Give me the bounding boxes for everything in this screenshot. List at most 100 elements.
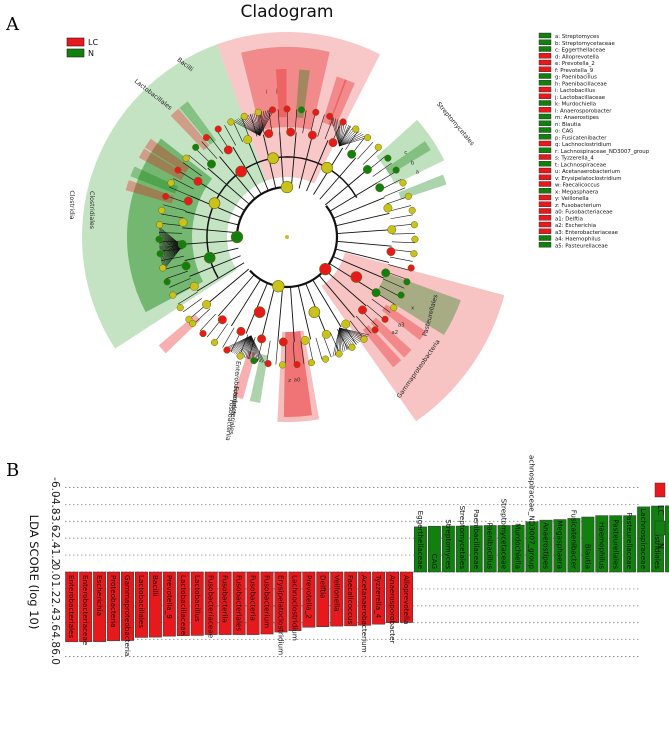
key-swatch — [539, 182, 551, 187]
genus-node — [329, 138, 337, 146]
genus-node — [384, 204, 392, 212]
bar-label: CAG — [430, 554, 439, 569]
genus-node — [308, 131, 316, 139]
legend-label-lc: LC — [656, 505, 665, 515]
bar-label: Bacilli — [151, 575, 160, 596]
genus-node — [224, 146, 232, 154]
leaf-node — [412, 236, 419, 243]
class-node — [273, 280, 285, 292]
tree-branch — [358, 142, 373, 159]
genus-node — [279, 338, 287, 346]
leaf-node — [175, 167, 182, 174]
leaf-node — [308, 359, 315, 366]
tree-branch — [330, 183, 377, 211]
key-swatch — [539, 101, 551, 106]
genus-node — [265, 129, 273, 137]
genus-node — [376, 184, 384, 192]
genus-node — [342, 320, 350, 328]
tree-branch — [337, 241, 392, 246]
panel-b-label: B — [6, 460, 19, 481]
key-entry-f: f: Prevotella_9 — [555, 68, 594, 74]
bar-label: Lachnospiraceae — [639, 508, 648, 569]
bar-label: Prevotella_2 — [304, 575, 313, 619]
clade-code-label: z — [288, 378, 291, 384]
leaf-node — [336, 351, 343, 358]
order-node — [322, 162, 333, 173]
bar-label: Paenibacillaceae — [472, 509, 481, 569]
order-node — [268, 153, 279, 164]
tree-branch — [231, 279, 260, 326]
genus-node — [372, 288, 380, 296]
key-swatch — [539, 209, 551, 214]
key-swatch — [539, 94, 551, 99]
leaf-node — [265, 360, 272, 367]
bar-label: Pasteurellaceae — [625, 512, 634, 569]
bar-label: Streptomycetales — [458, 506, 467, 570]
clade-code-label: c — [404, 150, 407, 156]
y-tick-label: 4.8 — [49, 631, 61, 648]
bar-label: Fusobacterium — [263, 575, 272, 628]
genus-node — [322, 330, 330, 338]
genus-node — [363, 165, 371, 173]
clade-code-label: a0 — [294, 378, 301, 384]
leaf-node — [158, 207, 165, 214]
bar-label: Escherichia — [95, 575, 104, 616]
bar-label: Faecalicoccus — [346, 575, 355, 624]
leaf-node — [192, 144, 199, 151]
leaf-node — [170, 292, 177, 299]
genus-node — [202, 300, 210, 308]
order-node — [309, 307, 320, 318]
leaf-node — [322, 356, 329, 363]
bar-label: Pasteurellales — [611, 519, 620, 569]
key-swatch — [539, 107, 551, 112]
bar-label: Murdochiella — [514, 523, 523, 569]
tree-branch — [390, 215, 413, 219]
genus-node — [301, 336, 309, 344]
tree-branch — [276, 342, 278, 365]
key-entry-a2: a2: Escherichia — [555, 223, 596, 229]
genus-node — [178, 240, 186, 248]
tree-branch — [392, 242, 415, 243]
order-node — [209, 198, 220, 209]
clade-label-streptomycetales: Streptomycetales — [435, 101, 475, 147]
tree-branch — [390, 257, 413, 261]
bar-label: Prevotella_9 — [165, 575, 174, 619]
legend-label-n: N — [656, 543, 665, 549]
leaf-node — [269, 107, 276, 114]
key-swatch — [539, 134, 551, 139]
key-entry-a: a: Streptomyces — [555, 34, 599, 40]
leaf-node — [408, 265, 415, 272]
genus-node — [286, 128, 294, 136]
key-entry-a0: a0: Fusobacteriaceae — [555, 210, 613, 216]
tree-branch — [267, 341, 271, 364]
bar-label: Fusobacteriales — [235, 575, 244, 631]
panel-a-label: A — [6, 14, 19, 35]
legend-swatch-n — [67, 49, 84, 57]
bar-label: Lachnoclostridium — [290, 575, 299, 641]
genus-node — [207, 160, 215, 168]
genus-node — [194, 177, 202, 185]
leaf-node — [189, 320, 196, 327]
key-swatch — [539, 141, 551, 146]
order-node — [254, 307, 265, 318]
bar-label: Alloprevotella — [402, 575, 411, 624]
key-swatch — [539, 161, 551, 166]
key-swatch — [539, 121, 551, 126]
bar-label: Eggerthellaceae — [416, 511, 425, 570]
leaf-node — [164, 279, 171, 286]
bar-label: Erysipelatoclostridium — [276, 575, 285, 655]
genus-node — [182, 262, 190, 270]
lda-bar-svg: -6.0-4.8-3.6-2.4-1.20.01.22.43.64.86.0LD… — [0, 455, 669, 731]
clade-label-fusobacteriia: Fusobacteriia — [224, 399, 235, 441]
key-entry-a5: a5: Pasteurellaceae — [555, 243, 609, 249]
key-swatch — [539, 155, 551, 160]
class-node — [320, 263, 332, 275]
cladogram-title: Cladogram — [241, 2, 334, 22]
leaf-node — [409, 207, 416, 214]
leaf-node — [156, 221, 163, 228]
genus-node — [381, 269, 389, 277]
genus-node — [218, 316, 226, 324]
key-entry-u: u: Acetanaerobacterium — [555, 169, 620, 175]
key-entry-t: t: Lachnospiraceae — [555, 162, 607, 168]
bar-label: Tyzzerella_4 — [374, 574, 383, 619]
